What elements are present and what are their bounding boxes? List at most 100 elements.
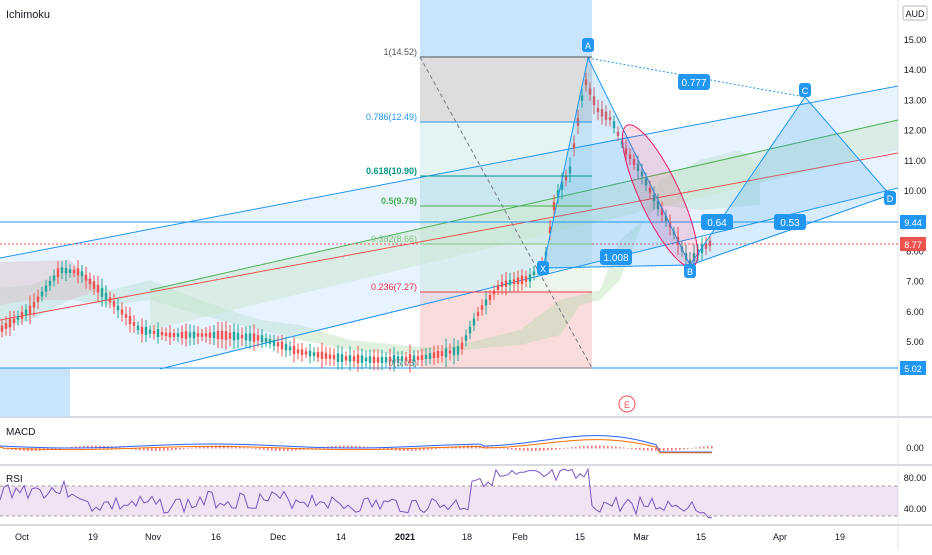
fib-timezone-region xyxy=(420,0,592,57)
candle-body xyxy=(320,351,324,359)
candle-body xyxy=(288,346,292,351)
macd-histogram-bar xyxy=(711,445,713,449)
macd-histogram-bar xyxy=(223,445,225,449)
macd-line xyxy=(0,435,712,453)
macd-histogram-bar xyxy=(271,448,273,451)
macd-histogram-bar xyxy=(447,447,449,449)
candle-body xyxy=(644,178,648,186)
macd-histogram-bar xyxy=(707,446,709,449)
candle-body xyxy=(496,285,500,290)
candle-body xyxy=(212,331,216,339)
candle-body xyxy=(24,309,28,316)
candle-body xyxy=(344,356,348,361)
candle-body xyxy=(324,352,328,360)
candle-body xyxy=(360,355,364,363)
candle-body xyxy=(304,351,308,355)
candle-body xyxy=(224,331,228,340)
candle-body xyxy=(624,148,628,155)
time-axis[interactable]: Oct 19 Nov 16 Dec 14 2021 18 Feb 15 Mar 15 Apr 19 xyxy=(15,532,845,542)
candle-body xyxy=(236,332,240,340)
candle-body xyxy=(580,95,584,101)
pitchfork-outer[interactable] xyxy=(0,86,898,369)
candle-body xyxy=(128,315,132,325)
macd-histogram-bar xyxy=(135,448,137,450)
macd-histogram-bar xyxy=(519,448,521,451)
pattern-point-label: D xyxy=(887,194,894,204)
event-marker-circle[interactable] xyxy=(618,395,636,413)
price-axis[interactable]: 15.0014.0013.0012.0011.0010.009.008.007.… xyxy=(904,35,927,514)
candle-body xyxy=(636,163,640,171)
macd-histogram-bar xyxy=(503,448,505,449)
candle-body xyxy=(432,352,436,359)
candle-body xyxy=(124,314,128,318)
macd-histogram-bar xyxy=(435,448,437,449)
fib-level-label: 0.786(12.49) xyxy=(366,112,417,122)
macd-histogram-bar xyxy=(315,447,317,449)
macd-histogram-bar xyxy=(611,446,613,449)
macd-histogram-bar xyxy=(295,448,297,451)
macd-histogram-bar xyxy=(355,445,357,449)
macd-histogram-bar xyxy=(399,448,401,451)
pattern-point-label: X xyxy=(540,264,546,274)
pitchfork-inner[interactable] xyxy=(150,120,898,330)
candle-body xyxy=(228,332,232,339)
macd-histogram-bar xyxy=(91,445,93,449)
candle-body xyxy=(368,356,372,363)
macd-histogram-bar xyxy=(539,448,541,451)
macd-title[interactable]: MACD xyxy=(6,427,35,438)
candle-body xyxy=(292,345,296,355)
candle-body xyxy=(448,350,452,354)
fib-level-label: 1(14.52) xyxy=(383,47,417,57)
candle-body xyxy=(60,267,64,274)
macd-histogram-bar xyxy=(659,448,661,451)
macd-histogram-bar xyxy=(215,445,217,449)
macd-histogram-bar xyxy=(591,445,593,449)
macd-pane[interactable] xyxy=(0,435,713,454)
candle-body xyxy=(112,301,116,307)
currency-box[interactable] xyxy=(902,5,928,21)
candle-body xyxy=(704,243,708,249)
macd-histogram-bar xyxy=(551,448,553,451)
macd-histogram-bar xyxy=(119,447,121,449)
macd-histogram-bar xyxy=(419,448,421,451)
signal-line xyxy=(0,439,712,454)
candle-body xyxy=(652,194,656,202)
candle-body xyxy=(148,329,152,334)
macd-histogram-bar xyxy=(535,448,537,451)
macd-histogram-bar xyxy=(407,448,409,451)
macd-histogram-bar xyxy=(151,448,153,451)
candle-body xyxy=(32,301,36,308)
candle-body xyxy=(604,111,608,120)
macd-histogram-bar xyxy=(651,448,653,451)
candle-body xyxy=(284,343,288,351)
candle-body xyxy=(424,354,428,359)
macd-histogram-bar xyxy=(247,447,249,449)
candle-body xyxy=(192,331,196,339)
rsi-title[interactable]: RSI xyxy=(6,474,23,485)
candle-body xyxy=(168,332,172,338)
time-tick: 2021 xyxy=(395,532,415,542)
rsi-tick: 80.00 xyxy=(904,473,927,483)
rsi-band xyxy=(0,486,898,516)
candle-body xyxy=(708,240,712,246)
candle-body xyxy=(468,326,472,334)
indicator-title[interactable]: Ichimoku xyxy=(6,9,50,21)
fib-retracement[interactable] xyxy=(420,57,592,368)
macd-histogram-bar xyxy=(515,448,517,451)
pattern-point-bg xyxy=(582,38,594,52)
candle-body xyxy=(516,277,520,285)
candle-body xyxy=(356,354,360,364)
macd-histogram-bar xyxy=(255,448,257,450)
macd-histogram-bar xyxy=(167,448,169,451)
candle-body xyxy=(220,330,224,340)
candle-body xyxy=(40,291,44,297)
macd-histogram-bar xyxy=(511,448,513,450)
candle-body xyxy=(596,107,600,113)
macd-histogram-bar xyxy=(631,448,633,449)
rsi-pane[interactable] xyxy=(0,467,713,519)
candle-body xyxy=(76,268,80,276)
candle-body xyxy=(244,333,248,341)
price-tick: 5.00 xyxy=(906,337,924,347)
